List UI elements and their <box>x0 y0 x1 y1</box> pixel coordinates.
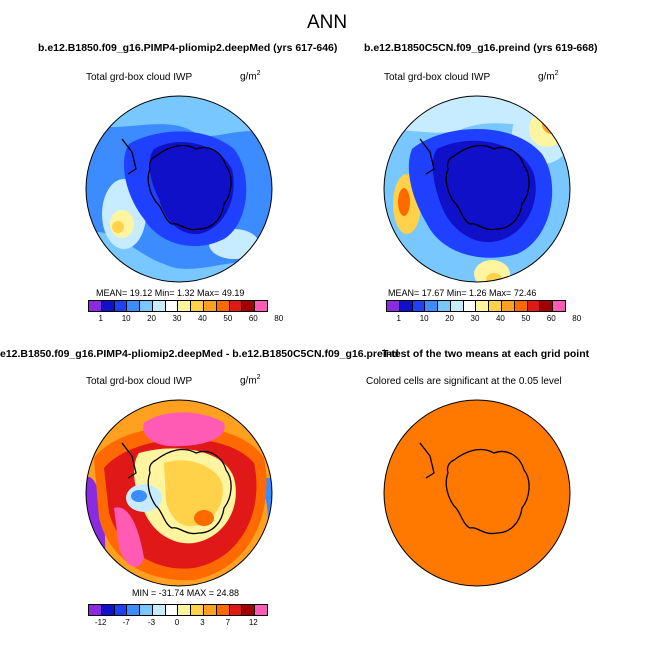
panel2-colorbar-swatch <box>553 301 565 311</box>
panel3-colorbar-swatch <box>242 605 256 615</box>
colorbar-tick-label: -12 <box>94 618 107 627</box>
panel1-colorbar-swatch <box>89 301 102 311</box>
panel1-colorbar-swatch <box>242 301 256 311</box>
panel1-colorbar-swatch <box>165 301 179 311</box>
panel3-colorbar-swatch <box>89 605 102 615</box>
panel3-colorbar-swatch <box>114 605 128 615</box>
panel1-colorbar-swatch <box>152 301 166 311</box>
panel3-colorbar-swatch <box>229 605 243 615</box>
panel3-colorbar-swatch <box>165 605 179 615</box>
panel2-colorbar-swatch <box>425 301 439 311</box>
panel1-title: b.e12.B1850.f09_g16.PIMP4-pliomip2.deepM… <box>38 42 338 54</box>
colorbar-tick-label: 1 <box>396 314 401 323</box>
colorbar-tick-label: 80 <box>274 314 284 323</box>
colorbar-tick-label: 30 <box>470 314 480 323</box>
colorbar-tick-label: 1 <box>98 314 103 323</box>
colorbar-tick-label: 40 <box>495 314 505 323</box>
panel1-colorbar-swatch <box>114 301 128 311</box>
colorbar-tick-label: 80 <box>572 314 582 323</box>
panel1-colorbar-swatch <box>216 301 230 311</box>
panel3-colorbar-swatch <box>140 605 153 615</box>
colorbar-tick-label: -7 <box>122 618 130 627</box>
panel2-stats: MEAN= 17.67 Min= 1.26 Max= 72.46 <box>388 288 537 298</box>
panel2-colorbar-swatch <box>450 301 464 311</box>
panel2-colorbar-swatch <box>527 301 541 311</box>
panel1-colorbar-swatch <box>255 301 267 311</box>
panel1-variable: Total grd-box cloud IWP <box>86 72 193 83</box>
panel2-colorbar-swatch <box>438 301 451 311</box>
panel2-variable: Total grd-box cloud IWP <box>384 72 491 83</box>
panel2-colorbar-swatch <box>476 301 490 311</box>
panel2-colorbar-swatch <box>502 301 515 311</box>
panel2-colorbar <box>386 300 566 312</box>
panel3-colorbar-swatch <box>255 605 267 615</box>
panel4-map <box>382 398 572 588</box>
panel3-colorbar <box>88 604 268 616</box>
colorbar-tick-label: 12 <box>248 618 258 627</box>
panel2-map <box>382 94 572 284</box>
panel3-map <box>84 398 274 588</box>
colorbar-tick-label: 20 <box>147 314 157 323</box>
panel3-colorbar-swatch <box>216 605 230 615</box>
panel3-variable: Total grd-box cloud IWP <box>86 376 193 387</box>
panel1-stats: MEAN= 19.12 Min= 1.32 Max= 49.19 <box>96 288 245 298</box>
panel2-colorbar-swatch <box>514 301 528 311</box>
panel1-colorbar-swatch <box>191 301 205 311</box>
panel1-colorbar-swatch <box>178 301 192 311</box>
panel1-map <box>84 94 274 284</box>
panel1-colorbar-swatch <box>229 301 243 311</box>
panel3-colorbar-swatch <box>152 605 166 615</box>
colorbar-tick-label: 10 <box>121 314 131 323</box>
colorbar-tick-label: 50 <box>223 314 233 323</box>
panel3-colorbar-swatch <box>178 605 192 615</box>
panel4-subtitle: Colored cells are significant at the 0.0… <box>366 376 562 387</box>
colorbar-tick-label: 60 <box>248 314 258 323</box>
colorbar-tick-label: 7 <box>225 618 231 627</box>
panel2-colorbar-swatch <box>387 301 400 311</box>
panel1-units: g/m2 <box>240 70 261 83</box>
panel1-colorbar-swatch <box>127 301 141 311</box>
panel3-colorbar-swatch <box>127 605 141 615</box>
panel3-colorbar-swatch <box>101 605 115 615</box>
panel3-colorbar-swatch <box>204 605 217 615</box>
panel2-colorbar-swatch <box>463 301 477 311</box>
panel3-units: g/m2 <box>240 374 261 387</box>
panel2-colorbar-swatch <box>540 301 554 311</box>
panel3-stats: MIN = -31.74 MAX = 24.88 <box>132 588 240 598</box>
panel1-colorbar-swatch <box>140 301 153 311</box>
panel2-colorbar-swatch <box>489 301 503 311</box>
colorbar-tick-label: 0 <box>174 618 180 627</box>
panel2-title: b.e12.B1850C5CN.f09_g16.preind (yrs 619-… <box>364 42 598 54</box>
colorbar-tick-label: 50 <box>521 314 531 323</box>
panel1-colorbar <box>88 300 268 312</box>
colorbar-tick-label: 30 <box>172 314 182 323</box>
colorbar-tick-label: 60 <box>546 314 556 323</box>
panel3-colorbar-swatch <box>191 605 205 615</box>
panel2-colorbar-swatch <box>412 301 426 311</box>
colorbar-tick-label: 20 <box>445 314 455 323</box>
panel3-title: e12.B1850.f09_g16.PIMP4-pliomip2.deepMed… <box>0 348 399 360</box>
colorbar-tick-label: 3 <box>200 618 205 627</box>
colorbar-tick-label: 40 <box>197 314 207 323</box>
colorbar-tick-label: -3 <box>148 618 156 627</box>
panel1-colorbar-swatch <box>101 301 115 311</box>
panel2-units: g/m2 <box>538 70 559 83</box>
colorbar-tick-label: 10 <box>419 314 429 323</box>
panel1-colorbar-swatch <box>204 301 217 311</box>
panel4-title: T-test of the two means at each grid poi… <box>382 348 590 360</box>
panel2-colorbar-swatch <box>399 301 413 311</box>
page-title: ANN <box>306 12 348 33</box>
